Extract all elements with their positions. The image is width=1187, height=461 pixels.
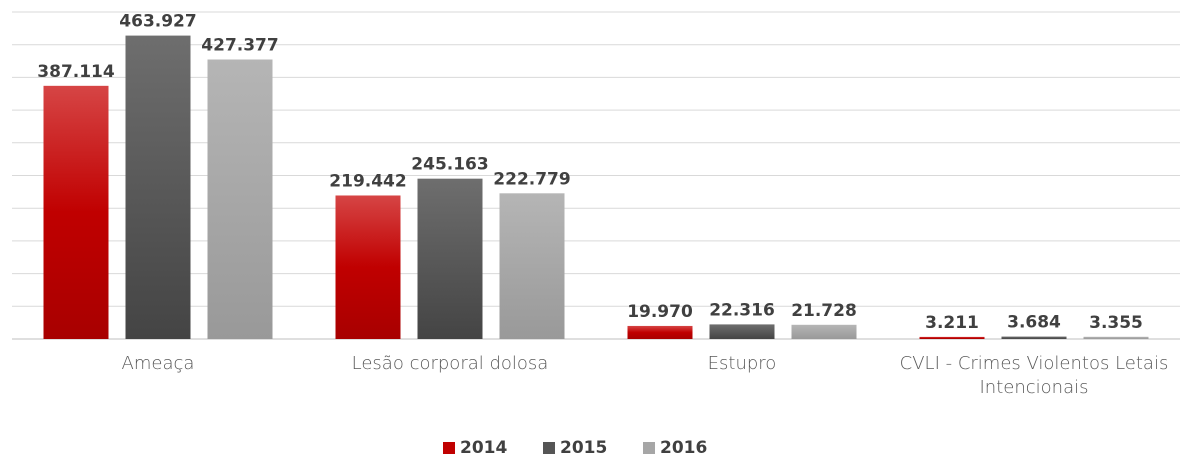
- legend-label: 2015: [560, 438, 607, 458]
- data-label: 387.114: [37, 62, 115, 82]
- legend-label: 2014: [460, 438, 507, 458]
- bar: [499, 193, 565, 339]
- x-tick-label: Estupro: [707, 353, 777, 374]
- legend-swatch: [543, 442, 555, 454]
- data-label: 427.377: [201, 35, 278, 55]
- bar: [919, 336, 985, 339]
- x-tick-label: CVLI - Crimes Violentos Letais Intencion…: [899, 353, 1169, 398]
- data-label: 463.927: [119, 12, 196, 32]
- legend-swatch: [443, 442, 455, 454]
- bar: [791, 324, 857, 339]
- bar: [125, 35, 191, 340]
- bar: [207, 59, 273, 339]
- x-tick-label: Ameaça: [121, 353, 195, 374]
- data-label: 22.316: [709, 300, 775, 320]
- legend-label: 2016: [660, 438, 707, 458]
- bar: [335, 195, 401, 339]
- bar: [1001, 336, 1067, 339]
- data-label: 3.355: [1089, 313, 1143, 333]
- legend-swatch: [643, 442, 655, 454]
- bar: [417, 178, 483, 339]
- data-label: 21.728: [791, 301, 857, 321]
- data-label: 245.163: [411, 155, 488, 175]
- data-label: 3.684: [1007, 313, 1061, 333]
- data-label: 19.970: [627, 302, 693, 322]
- data-label: 222.779: [493, 169, 570, 189]
- bar: [627, 325, 693, 339]
- x-tick-label: Lesão corporal dolosa: [351, 353, 549, 374]
- bar: [709, 324, 775, 339]
- bar: [43, 85, 109, 339]
- data-label: 3.211: [925, 313, 979, 333]
- bar: [1083, 336, 1149, 339]
- data-label: 219.442: [329, 171, 406, 191]
